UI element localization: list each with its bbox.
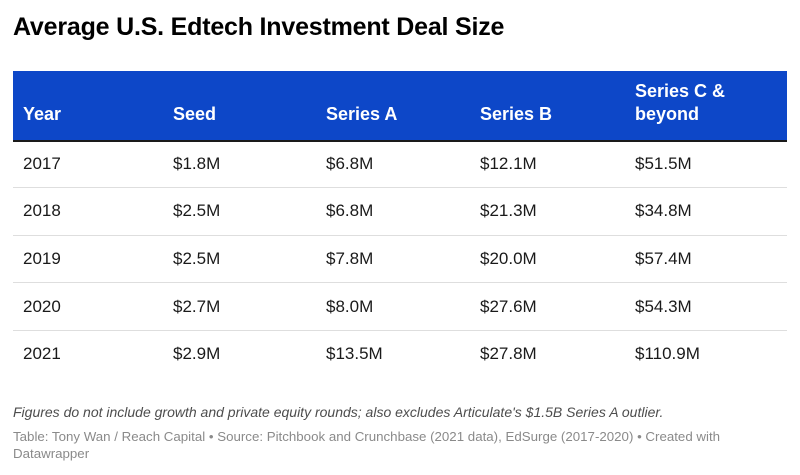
cell-year: 2018 <box>23 201 61 221</box>
cell-series-a: $13.5M <box>326 344 383 364</box>
data-table: Year Seed Series A Series B Series C & b… <box>13 71 787 378</box>
cell-series-b: $20.0M <box>480 248 537 268</box>
table-row: 2018 $2.5M $6.8M $21.3M $34.8M <box>13 188 787 236</box>
cell-year: 2019 <box>23 248 61 268</box>
cell-year: 2017 <box>23 153 61 173</box>
table-body: 2017 $1.8M $6.8M $12.1M $51.5M 2018 $2.5… <box>13 140 787 378</box>
cell-seed: $2.5M <box>173 248 221 268</box>
cell-series-c-beyond: $51.5M <box>635 153 692 173</box>
table-header: Year Seed Series A Series B Series C & b… <box>13 71 787 140</box>
column-header-series-c-beyond[interactable]: Series C & beyond <box>635 81 726 124</box>
cell-series-a: $7.8M <box>326 248 374 268</box>
cell-year: 2020 <box>23 296 61 316</box>
column-header-year[interactable]: Year <box>23 104 62 124</box>
cell-series-b: $27.6M <box>480 296 537 316</box>
cell-year: 2021 <box>23 344 61 364</box>
cell-series-c-beyond: $34.8M <box>635 201 692 221</box>
cell-series-c-beyond: $110.9M <box>635 344 700 364</box>
column-header-series-b[interactable]: Series B <box>480 104 553 124</box>
deal-size-table: Year Seed Series A Series B Series C & b… <box>13 71 787 378</box>
cell-series-a: $6.8M <box>326 201 374 221</box>
chart-title: Average U.S. Edtech Investment Deal Size <box>13 13 505 41</box>
footnote: Figures do not include growth and privat… <box>13 404 664 420</box>
cell-seed: $2.9M <box>173 344 221 364</box>
cell-series-b: $12.1M <box>480 153 537 173</box>
cell-seed: $2.7M <box>173 296 221 316</box>
header-divider <box>13 140 787 142</box>
column-header-series-a[interactable]: Series A <box>326 104 398 124</box>
cell-series-c-beyond: $57.4M <box>635 248 692 268</box>
source-credit: Table: Tony Wan / Reach Capital • Source… <box>13 429 721 461</box>
cell-seed: $1.8M <box>173 153 221 173</box>
column-header-seed[interactable]: Seed <box>173 104 217 124</box>
cell-series-a: $6.8M <box>326 153 374 173</box>
cell-series-c-beyond: $54.3M <box>635 296 692 316</box>
cell-series-b: $27.8M <box>480 344 537 364</box>
table-row: 2017 $1.8M $6.8M $12.1M $51.5M <box>13 140 787 188</box>
header-row: Year Seed Series A Series B Series C & b… <box>13 71 787 140</box>
table-row: 2020 $2.7M $8.0M $27.6M $54.3M <box>13 283 787 331</box>
cell-series-a: $8.0M <box>326 296 374 316</box>
cell-seed: $2.5M <box>173 201 221 221</box>
table-row: 2019 $2.5M $7.8M $20.0M $57.4M <box>13 235 787 283</box>
table-row: 2021 $2.9M $13.5M $27.8M $110.9M <box>13 330 787 378</box>
cell-series-b: $21.3M <box>480 201 537 221</box>
